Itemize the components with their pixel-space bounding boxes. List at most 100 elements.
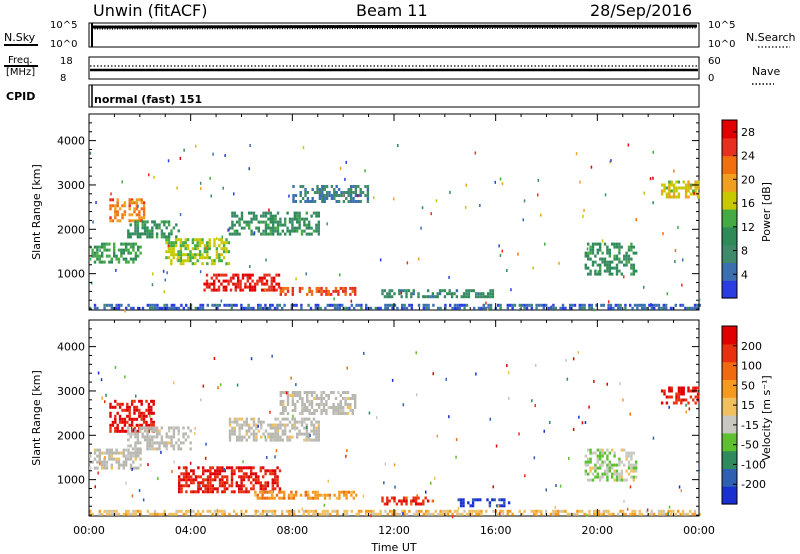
power-region-7	[279, 286, 357, 296]
nsky-label: N.Sky	[4, 31, 36, 44]
power-ylabel: Slant Range [km]	[30, 164, 43, 260]
velocity-colorbar-tick: -200	[741, 478, 766, 491]
power-colorbar-swatch	[722, 155, 737, 174]
velocity-colorbar-swatch	[722, 415, 737, 434]
power-ytick-label: 2000	[57, 223, 85, 236]
power-colorbar-label: Power [dB]	[760, 182, 773, 242]
velocity-colorbar-tick: 100	[741, 360, 762, 373]
power-region-10	[660, 180, 700, 199]
velocity-colorbar-swatch	[722, 468, 737, 487]
nsearch-trace	[91, 27, 698, 30]
time-xtick-label: 08:00	[276, 524, 308, 537]
velocity-colorbar-swatch	[722, 343, 737, 363]
power-colorbar-swatch	[722, 226, 737, 246]
velocity-colorbar-swatch	[722, 326, 737, 345]
time-xtick-label: 20:00	[581, 524, 613, 537]
velocity-colorbar-swatch	[722, 379, 737, 398]
nave-tick-bottom: 0	[708, 73, 714, 84]
power-ytick-label: 3000	[57, 179, 85, 192]
noise-tick-top-left: 10^5	[50, 20, 77, 31]
power-colorbar-tick: 12	[741, 221, 755, 234]
freq-panel: Freq. [MHz] 18 8 60 0 Nave	[4, 55, 780, 85]
velocity-colorbar-tick: -100	[741, 458, 766, 471]
velocity-colorbar-tick: -50	[741, 439, 759, 452]
velocity-ytick-label: 4000	[57, 341, 85, 354]
power-colorbar-swatch	[722, 262, 737, 281]
time-xtick-label: 00:00	[73, 524, 105, 537]
nave-label: Nave	[752, 65, 780, 78]
nave-tick-top: 60	[708, 56, 721, 67]
power-ytick-label: 4000	[57, 135, 85, 148]
power-colorbar-tick: 16	[741, 197, 755, 210]
time-xlabel: Time UT	[370, 541, 416, 554]
power-region-3	[165, 238, 231, 266]
freq-label: Freq.	[8, 55, 33, 66]
power-colorbar-tick: 28	[741, 126, 755, 139]
velocity-colorbar-tick: 200	[741, 340, 762, 353]
velocity-colorbar-swatch	[722, 397, 737, 416]
date-title: 28/Sep/2016	[590, 1, 692, 20]
power-colorbar-swatch	[722, 280, 737, 299]
power-colorbar-tick: 24	[741, 150, 755, 163]
noise-tick-bottom-left: 10^0	[50, 39, 77, 50]
velocity-region-10	[660, 386, 700, 405]
power-colorbar: Power [dB] 4 8 12 16 20 24 28	[721, 119, 773, 299]
power-colorbar-tick: 4	[741, 268, 748, 281]
velocity-ylabel: Slant Range [km]	[30, 370, 43, 466]
velocity-ytick-label: 1000	[57, 474, 85, 487]
noise-tick-bottom-right: 10^0	[708, 39, 735, 50]
freq-tick-top: 18	[60, 56, 73, 67]
time-xtick-label: 04:00	[175, 524, 207, 537]
power-ytick-label: 1000	[57, 268, 85, 281]
beam-title: Beam 11	[356, 1, 428, 20]
velocity-region-3	[178, 466, 282, 494]
noise-tick-top-right: 10^5	[708, 20, 735, 31]
time-xtick-label: 00:00	[683, 524, 715, 537]
power-colorbar-swatch	[722, 120, 737, 139]
freq-unit-label: [MHz]	[6, 67, 35, 78]
time-xtick-label: 16:00	[480, 524, 512, 537]
power-region-0	[89, 242, 142, 264]
power-colorbar-swatch	[722, 209, 737, 228]
freq-tick-bottom: 8	[60, 73, 66, 84]
velocity-region-5	[279, 391, 357, 415]
noise-panel: N.Sky N.Search 10^5 10^0 10^5 10^0	[4, 20, 796, 50]
power-colorbar-swatch	[722, 244, 737, 263]
power-colorbar-tick: 20	[741, 173, 755, 186]
cpid-label: CPID	[6, 90, 35, 103]
power-region-8	[381, 289, 495, 299]
velocity-region-6	[254, 490, 358, 500]
power-region-11	[89, 303, 701, 310]
power-heatmap-panel: 1000 2000 3000 4000 Slant Range [km]	[30, 113, 701, 313]
velocity-colorbar-swatch	[722, 361, 737, 380]
power-region-2	[127, 220, 180, 239]
power-region-5	[228, 211, 320, 236]
time-xtick-label: 12:00	[378, 524, 410, 537]
station-title: Unwin (fitACF)	[93, 1, 207, 20]
velocity-region-9	[584, 448, 638, 482]
power-colorbar-swatch	[722, 137, 737, 157]
velocity-region-1	[109, 399, 155, 433]
nsearch-label: N.Search	[746, 31, 796, 44]
power-colorbar-swatch	[722, 173, 737, 192]
velocity-ytick-label: 2000	[57, 429, 85, 442]
cpid-value: normal (fast) 151	[94, 93, 202, 106]
power-region-4	[203, 273, 281, 292]
velocity-ytick-label: 3000	[57, 385, 85, 398]
velocity-region-4	[228, 417, 320, 442]
velocity-region-7	[381, 496, 435, 506]
power-region-9	[584, 242, 638, 276]
velocity-heatmap-panel: 1000 2000 3000 4000 00:00 04:00 08:00 12:00 16:0…	[30, 319, 715, 554]
velocity-colorbar-tick: 50	[741, 379, 755, 392]
velocity-colorbar-label: Velocity [m s⁻¹]	[760, 375, 773, 460]
cpid-panel: CPID normal (fast) 151	[6, 84, 700, 108]
velocity-colorbar-tick: 15	[741, 399, 755, 412]
velocity-colorbar-swatch	[722, 432, 737, 452]
velocity-colorbar: Velocity [m s⁻¹] 200 100 50 15 -15 -50 -100 -20…	[721, 325, 773, 505]
velocity-colorbar-swatch	[722, 450, 737, 469]
velocity-scatter-points	[94, 351, 700, 519]
power-colorbar-tick: 8	[741, 245, 748, 258]
velocity-colorbar-tick: -15	[741, 419, 759, 432]
velocity-region-8	[457, 498, 511, 508]
